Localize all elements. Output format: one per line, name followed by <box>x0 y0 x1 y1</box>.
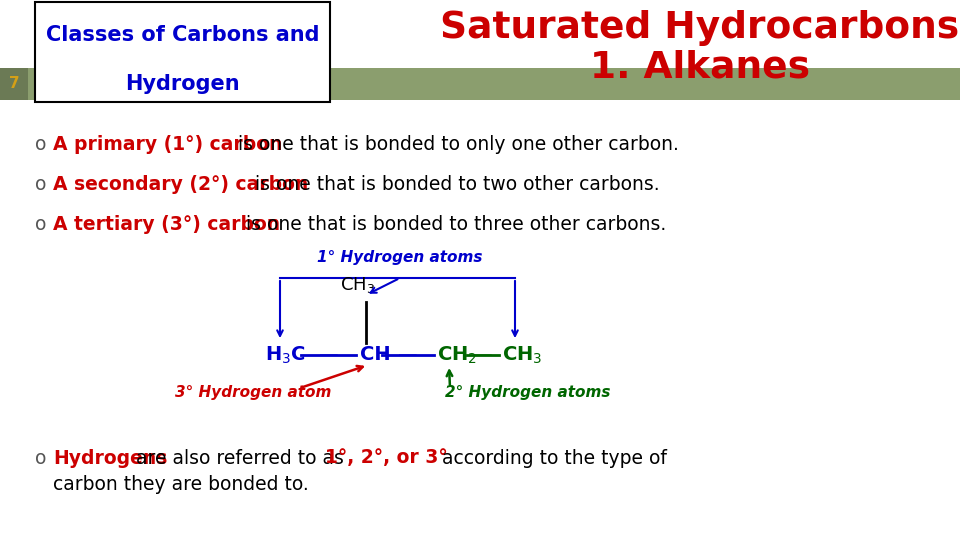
Text: CH$_2$: CH$_2$ <box>437 345 477 366</box>
Text: is one that is bonded to only one other carbon.: is one that is bonded to only one other … <box>231 136 679 154</box>
Text: 1. Alkanes: 1. Alkanes <box>590 50 810 86</box>
Text: are also referred to as: are also referred to as <box>130 449 349 468</box>
Text: A secondary (2°) carbon: A secondary (2°) carbon <box>53 176 308 194</box>
Text: 2° Hydrogen atoms: 2° Hydrogen atoms <box>445 384 611 400</box>
Text: 3° Hydrogen atom: 3° Hydrogen atom <box>175 384 331 400</box>
Text: Saturated Hydrocarbons: Saturated Hydrocarbons <box>441 10 960 46</box>
Text: CH: CH <box>360 346 391 365</box>
Text: o: o <box>35 215 46 234</box>
Text: CH$_3$: CH$_3$ <box>502 345 542 366</box>
Bar <box>35 2 330 102</box>
Text: o: o <box>35 136 46 154</box>
Text: Hydrogens: Hydrogens <box>53 449 167 468</box>
Text: 1° Hydrogen atoms: 1° Hydrogen atoms <box>317 250 483 265</box>
Text: A tertiary (3°) carbon: A tertiary (3°) carbon <box>53 215 280 234</box>
Bar <box>0 68 960 100</box>
Text: CH$_3$: CH$_3$ <box>341 275 375 295</box>
Text: is one that is bonded to two other carbons.: is one that is bonded to two other carbo… <box>249 176 660 194</box>
Text: o: o <box>35 176 46 194</box>
Text: 7: 7 <box>9 77 19 91</box>
Text: —: — <box>473 346 492 365</box>
Text: —: — <box>398 346 418 365</box>
Text: A primary (1°) carbon: A primary (1°) carbon <box>53 136 282 154</box>
Text: H$_3$C: H$_3$C <box>265 345 306 366</box>
Text: Hydrogen: Hydrogen <box>125 74 240 94</box>
Bar <box>0 68 28 100</box>
Text: —: — <box>319 346 338 365</box>
Text: according to the type of: according to the type of <box>436 449 667 468</box>
Text: Classes of Carbons and: Classes of Carbons and <box>46 25 320 45</box>
Text: o: o <box>35 449 46 468</box>
Text: carbon they are bonded to.: carbon they are bonded to. <box>53 476 309 495</box>
Text: 1°, 2°, or 3°: 1°, 2°, or 3° <box>325 449 448 468</box>
Text: is one that is bonded to three other carbons.: is one that is bonded to three other car… <box>240 215 666 234</box>
